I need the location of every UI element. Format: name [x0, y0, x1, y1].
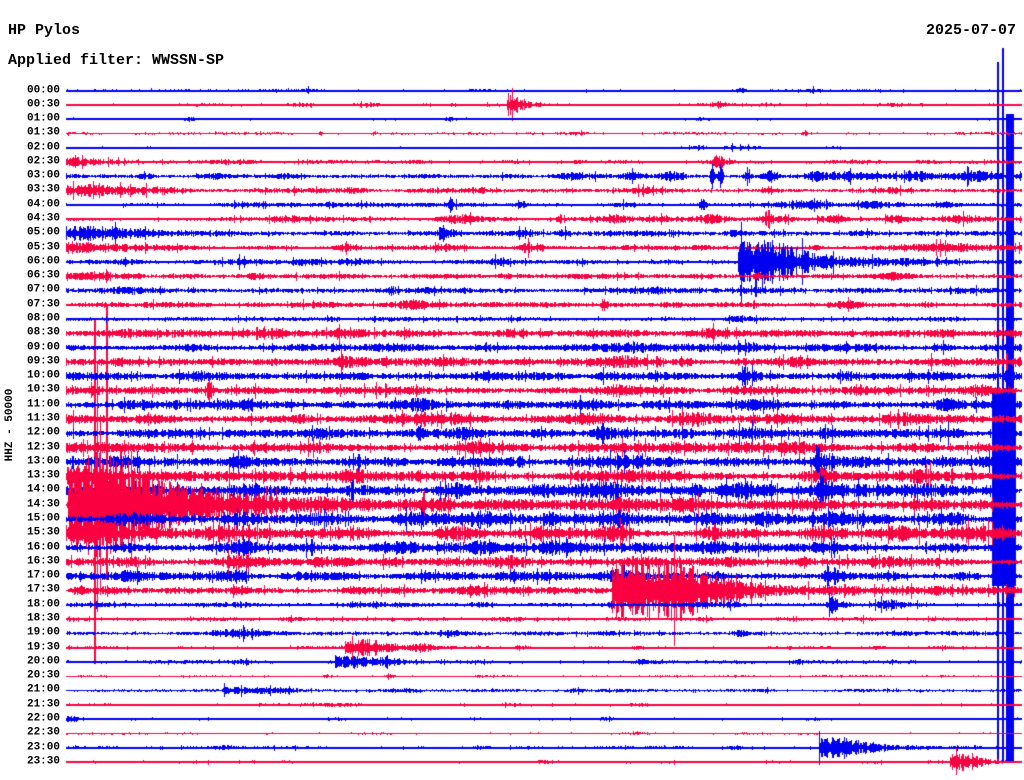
row-time-label: 22:30 [26, 726, 60, 739]
row-time-label: 07:30 [26, 298, 60, 311]
row-time-label: 17:30 [26, 583, 60, 596]
row-time-label: 21:00 [26, 683, 60, 696]
row-time-label: 20:30 [26, 669, 60, 682]
row-time-label: 18:30 [26, 612, 60, 625]
row-time-label: 17:00 [26, 569, 60, 582]
row-time-label: 14:00 [26, 483, 60, 496]
row-time-label: 15:00 [26, 512, 60, 525]
row-time-label: 01:00 [26, 112, 60, 125]
row-time-label: 10:30 [26, 383, 60, 396]
row-time-label: 13:30 [26, 469, 60, 482]
y-axis-label: HHZ - 50000 [4, 388, 16, 462]
row-time-label: 04:30 [26, 212, 60, 225]
row-time-label: 09:30 [26, 355, 60, 368]
date-label: 2025-07-07 [925, 22, 1016, 39]
row-time-label: 05:30 [26, 241, 60, 254]
row-time-label: 15:30 [26, 526, 60, 539]
row-time-label: 10:00 [26, 369, 60, 382]
row-time-label: 02:00 [26, 141, 60, 154]
row-time-label: 08:30 [26, 326, 60, 339]
row-time-label: 07:00 [26, 283, 60, 296]
row-time-label: 13:00 [26, 455, 60, 468]
row-time-label: 12:00 [26, 426, 60, 439]
row-time-label: 16:30 [26, 555, 60, 568]
row-time-label: 12:30 [26, 441, 60, 454]
row-time-label: 02:30 [26, 155, 60, 168]
row-time-label: 01:30 [26, 126, 60, 139]
row-time-label: 03:30 [26, 183, 60, 196]
row-time-label: 21:30 [26, 698, 60, 711]
station-title: HP Pylos [8, 22, 81, 39]
row-time-label: 19:00 [26, 626, 60, 639]
row-time-label: 11:00 [26, 398, 60, 411]
row-time-label: 04:00 [26, 198, 60, 211]
row-time-label: 11:30 [26, 412, 60, 425]
row-time-label: 19:30 [26, 641, 60, 654]
row-time-label: 08:00 [26, 312, 60, 325]
row-time-label: 09:00 [26, 341, 60, 354]
row-time-label: 03:00 [26, 169, 60, 182]
row-time-label: 05:00 [26, 226, 60, 239]
row-time-label: 14:30 [26, 498, 60, 511]
row-time-label: 22:00 [26, 712, 60, 725]
row-time-label: 18:00 [26, 598, 60, 611]
filter-label: Applied filter: WWSSN-SP [8, 52, 225, 69]
row-time-label: 23:30 [26, 755, 60, 768]
row-time-label: 00:00 [26, 84, 60, 96]
row-time-label: 06:00 [26, 255, 60, 268]
row-time-label: 00:30 [26, 98, 60, 111]
row-time-label: 23:00 [26, 741, 60, 754]
row-time-label: 20:00 [26, 655, 60, 668]
row-time-label: 16:00 [26, 541, 60, 554]
row-time-label: 06:30 [26, 269, 60, 282]
